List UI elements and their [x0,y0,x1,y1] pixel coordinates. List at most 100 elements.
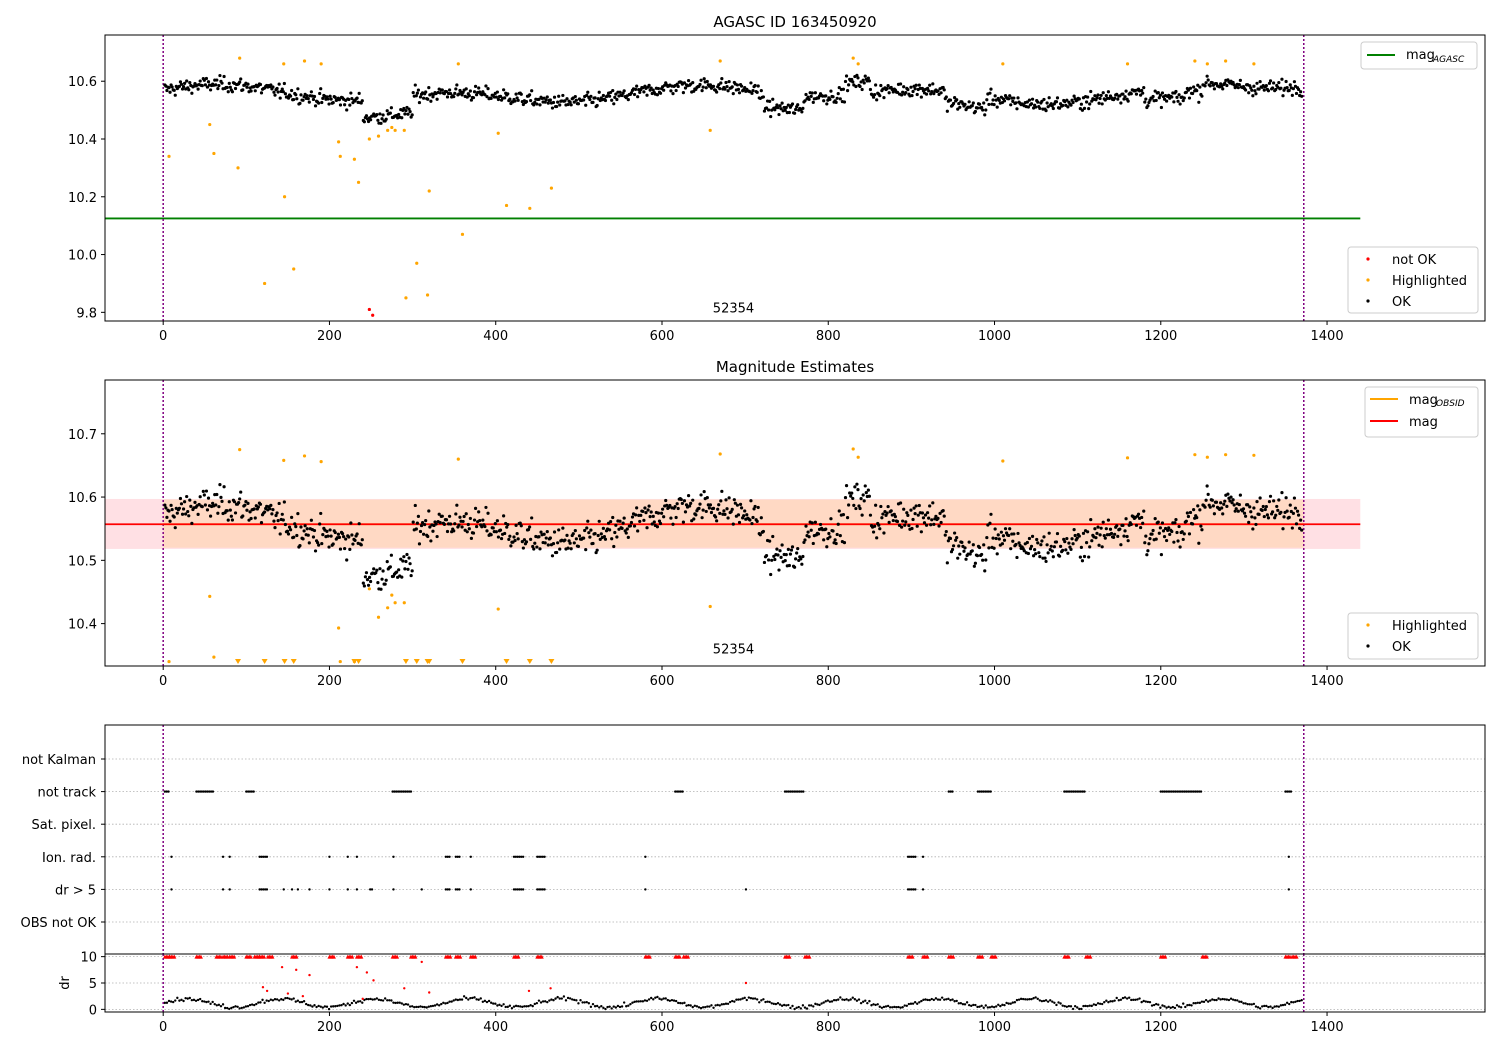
lower-limit-marker [351,659,358,664]
ok-point [320,541,324,546]
dr-point [691,1005,694,1009]
ok-point [237,501,241,505]
dr-point [1231,998,1235,1001]
ok-point [1163,526,1168,531]
ok-point [345,558,349,562]
dr-capped-marker [262,954,267,959]
flag-point [258,855,261,858]
ok-point [716,507,720,511]
dr-point [893,1005,896,1009]
flag-point [1286,790,1289,793]
ok-point [1212,87,1217,91]
dr-point [1175,1004,1179,1007]
ok-point [962,549,966,553]
dr-point [855,999,859,1002]
ok-point [272,519,276,523]
ok-point [1208,84,1212,88]
dr-point [394,1001,397,1005]
flag-point [802,790,805,793]
flag-point [444,855,448,858]
ok-point [1116,97,1120,101]
flag-point [420,888,423,891]
ok-point [196,87,200,91]
dr-point [390,999,393,1002]
ok-point [596,533,600,538]
ok-point [920,511,925,515]
ok-point [181,507,186,511]
ok-point [1248,505,1252,509]
dr-point [201,999,204,1003]
dr-point [1032,997,1035,1000]
dr-point [645,999,649,1002]
highlighted-point [282,195,287,199]
flag-point [787,790,790,793]
ok-point [756,505,760,510]
ok-point [1161,529,1166,533]
ok-point [1016,96,1020,100]
ok-point [357,522,361,526]
ok-point [477,510,481,514]
dr-point [277,999,281,1002]
dr-point [930,997,933,1001]
dr-point [625,1005,628,1008]
ok-point [679,497,683,502]
ok-point [719,81,723,85]
not-ok-point [367,307,371,312]
y-tick-label: 10.0 [68,249,97,264]
ok-point [944,529,948,534]
ok-point [881,512,885,516]
ok-point [828,97,832,102]
flag-point [681,790,684,793]
dr-point [1288,1002,1291,1006]
ok-point [860,87,864,92]
ok-point [671,92,675,96]
ok-point [686,494,691,498]
x-tick-label: 0 [159,1020,167,1035]
dr-point [652,998,655,1001]
ok-point [610,537,614,541]
ok-point [1157,531,1161,535]
dr-point [810,1004,813,1007]
dr-point [1294,1000,1297,1004]
ok-point [995,105,999,109]
ok-point [574,537,578,541]
ok-point [844,74,849,78]
ok-point [650,522,654,526]
x-tick-label: 600 [650,329,675,344]
ok-point [676,506,680,511]
ok-point [804,524,808,528]
legend-label: not OK [1392,253,1437,268]
flag-point [980,790,983,793]
ok-point [361,581,365,585]
flag-point [1176,790,1179,793]
x-tick-label: 1000 [978,329,1011,344]
ok-point [786,103,790,107]
ok-point [165,515,169,519]
ok-point [1252,84,1256,88]
ok-point [214,503,218,507]
ok-point [1126,99,1130,103]
dr-point [331,1005,335,1008]
panel-magnitude-estimates: Magnitude Estimates 0 200 400 600 800 1000 120… [68,358,1486,689]
ok-point [494,95,498,99]
ok-point [496,97,501,102]
ok-point [1293,506,1298,510]
ok-point [1188,510,1193,515]
dr-point [419,1005,422,1008]
ok-point [477,86,481,90]
flag-point [951,790,954,793]
ok-point [618,90,622,94]
ok-point [276,90,280,94]
ok-point [841,513,846,517]
highlighted-point [319,62,323,66]
ok-point [921,516,926,520]
dr-point [421,1005,424,1009]
ok-point [269,503,273,507]
ok-point [253,516,257,520]
ok-point [281,90,285,94]
flag-point [1197,790,1201,793]
ok-point [515,532,519,536]
ok-point [258,82,263,87]
ok-point [813,91,817,95]
